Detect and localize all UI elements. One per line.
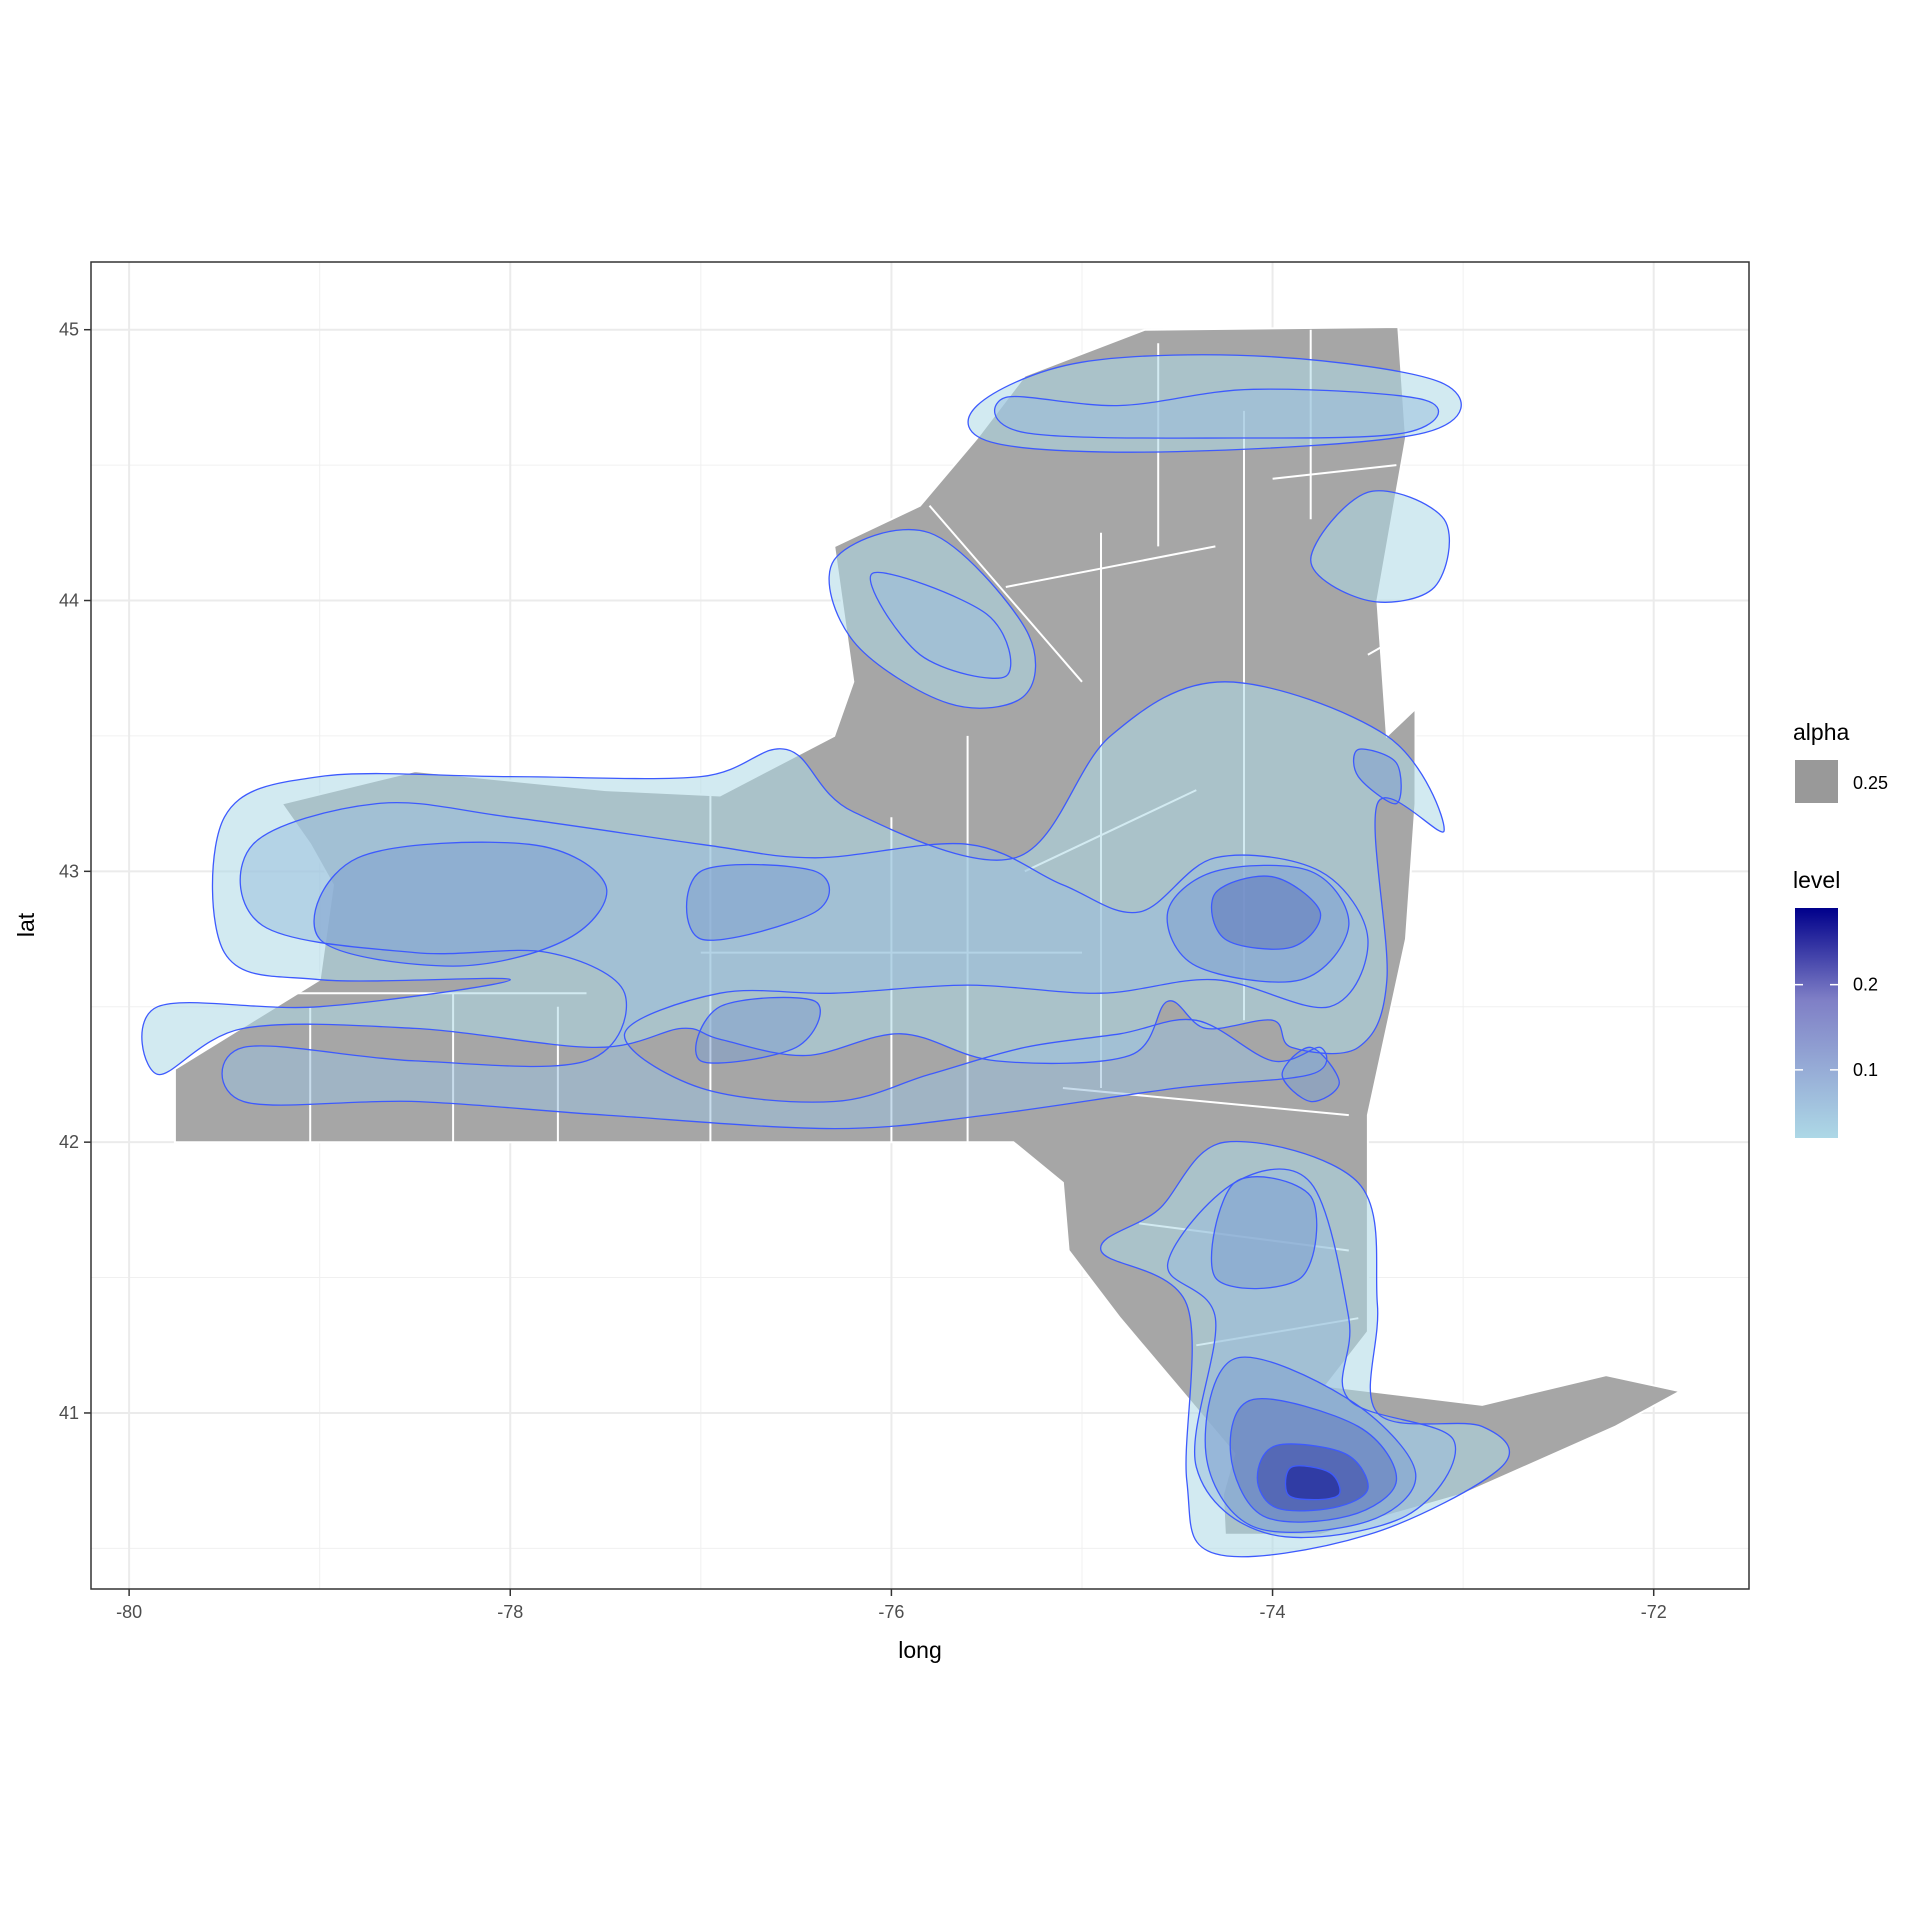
x-tick-label: -78 xyxy=(497,1602,523,1622)
y-tick-label: 44 xyxy=(59,591,79,611)
density-region-level-1-3 xyxy=(870,572,1011,679)
panel-border xyxy=(90,261,1750,1590)
density-contour-level-1-2 xyxy=(993,388,1440,439)
density-contour-level-2-2 xyxy=(695,996,821,1064)
y-tick-label: 45 xyxy=(59,320,79,340)
density-contour-level-2-0 xyxy=(313,841,608,967)
y-tick-label: 42 xyxy=(59,1132,79,1152)
legend-level-label: 0.2 xyxy=(1853,975,1878,995)
legend-level-title: level xyxy=(1793,867,1840,893)
density-contour-level-1-1 xyxy=(1167,1168,1457,1539)
density-region-level-2-4 xyxy=(1211,1176,1317,1289)
legend-alpha: alpha 0.25 xyxy=(1793,719,1888,803)
density-contour-level-0-3 xyxy=(1310,490,1451,603)
density-contour-level-2-6 xyxy=(1281,1046,1340,1103)
x-tick-label: -76 xyxy=(878,1602,904,1622)
y-tick-label: 41 xyxy=(59,1403,79,1423)
y-axis-title: lat xyxy=(13,912,39,937)
legend-alpha-title: alpha xyxy=(1793,719,1849,745)
density-contour-level-0-2 xyxy=(967,354,1462,453)
density-contour-level-2-5 xyxy=(1204,1356,1417,1533)
legend-level-label: 0.1 xyxy=(1853,1060,1878,1080)
density-contour-lines xyxy=(141,354,1511,1558)
x-axis-title: long xyxy=(898,1637,941,1663)
density-contour-level-0-4 xyxy=(828,528,1037,709)
county-border xyxy=(928,505,1083,683)
density-contour-level-2-3 xyxy=(1166,864,1350,983)
density-contour-level-4-0 xyxy=(1256,1443,1369,1512)
legend-level: level 0.1 0.2 xyxy=(1793,867,1878,1138)
density-contour-level-2-7 xyxy=(1352,748,1402,805)
x-tick-label: -74 xyxy=(1260,1602,1286,1622)
density-region-level-2-7 xyxy=(1353,749,1402,804)
x-tick-label: -80 xyxy=(116,1602,142,1622)
density-contour-level-2-4 xyxy=(1210,1176,1318,1290)
density-contour-level-3-1 xyxy=(1229,1398,1398,1523)
density-region-level-2-1 xyxy=(686,864,830,941)
density-region-level-2-0 xyxy=(314,842,607,967)
x-tick-label: -72 xyxy=(1641,1602,1667,1622)
density-contour-level-0-0 xyxy=(141,681,1445,1076)
density-region-level-0-3 xyxy=(1310,490,1450,603)
x-axis-ticks: -80 -78 -76 -74 -72 xyxy=(116,1589,1667,1622)
y-axis-ticks: 41 42 43 44 45 xyxy=(59,320,91,1423)
density-region-level-3-0 xyxy=(1211,876,1321,950)
density-contour-level-0-1 xyxy=(1100,1140,1511,1558)
density-contour-level-3-0 xyxy=(1210,875,1322,950)
density-contour-level-1-3 xyxy=(869,571,1012,679)
county-border xyxy=(1005,545,1216,588)
y-tick-label: 43 xyxy=(59,861,79,881)
density-contour-level-5-0 xyxy=(1284,1465,1341,1501)
density-contour-level-1-0 xyxy=(221,801,1369,1130)
legend-alpha-key xyxy=(1795,760,1838,803)
density-region-level-2-2 xyxy=(695,997,821,1064)
county-border xyxy=(1272,464,1397,480)
density-region-level-1-2 xyxy=(994,389,1439,439)
density-contour-level-2-1 xyxy=(685,863,830,941)
legend-alpha-label: 0.25 xyxy=(1853,773,1888,793)
density-region-level-5-0 xyxy=(1285,1465,1341,1500)
legend-level-colorbar xyxy=(1795,908,1838,1138)
